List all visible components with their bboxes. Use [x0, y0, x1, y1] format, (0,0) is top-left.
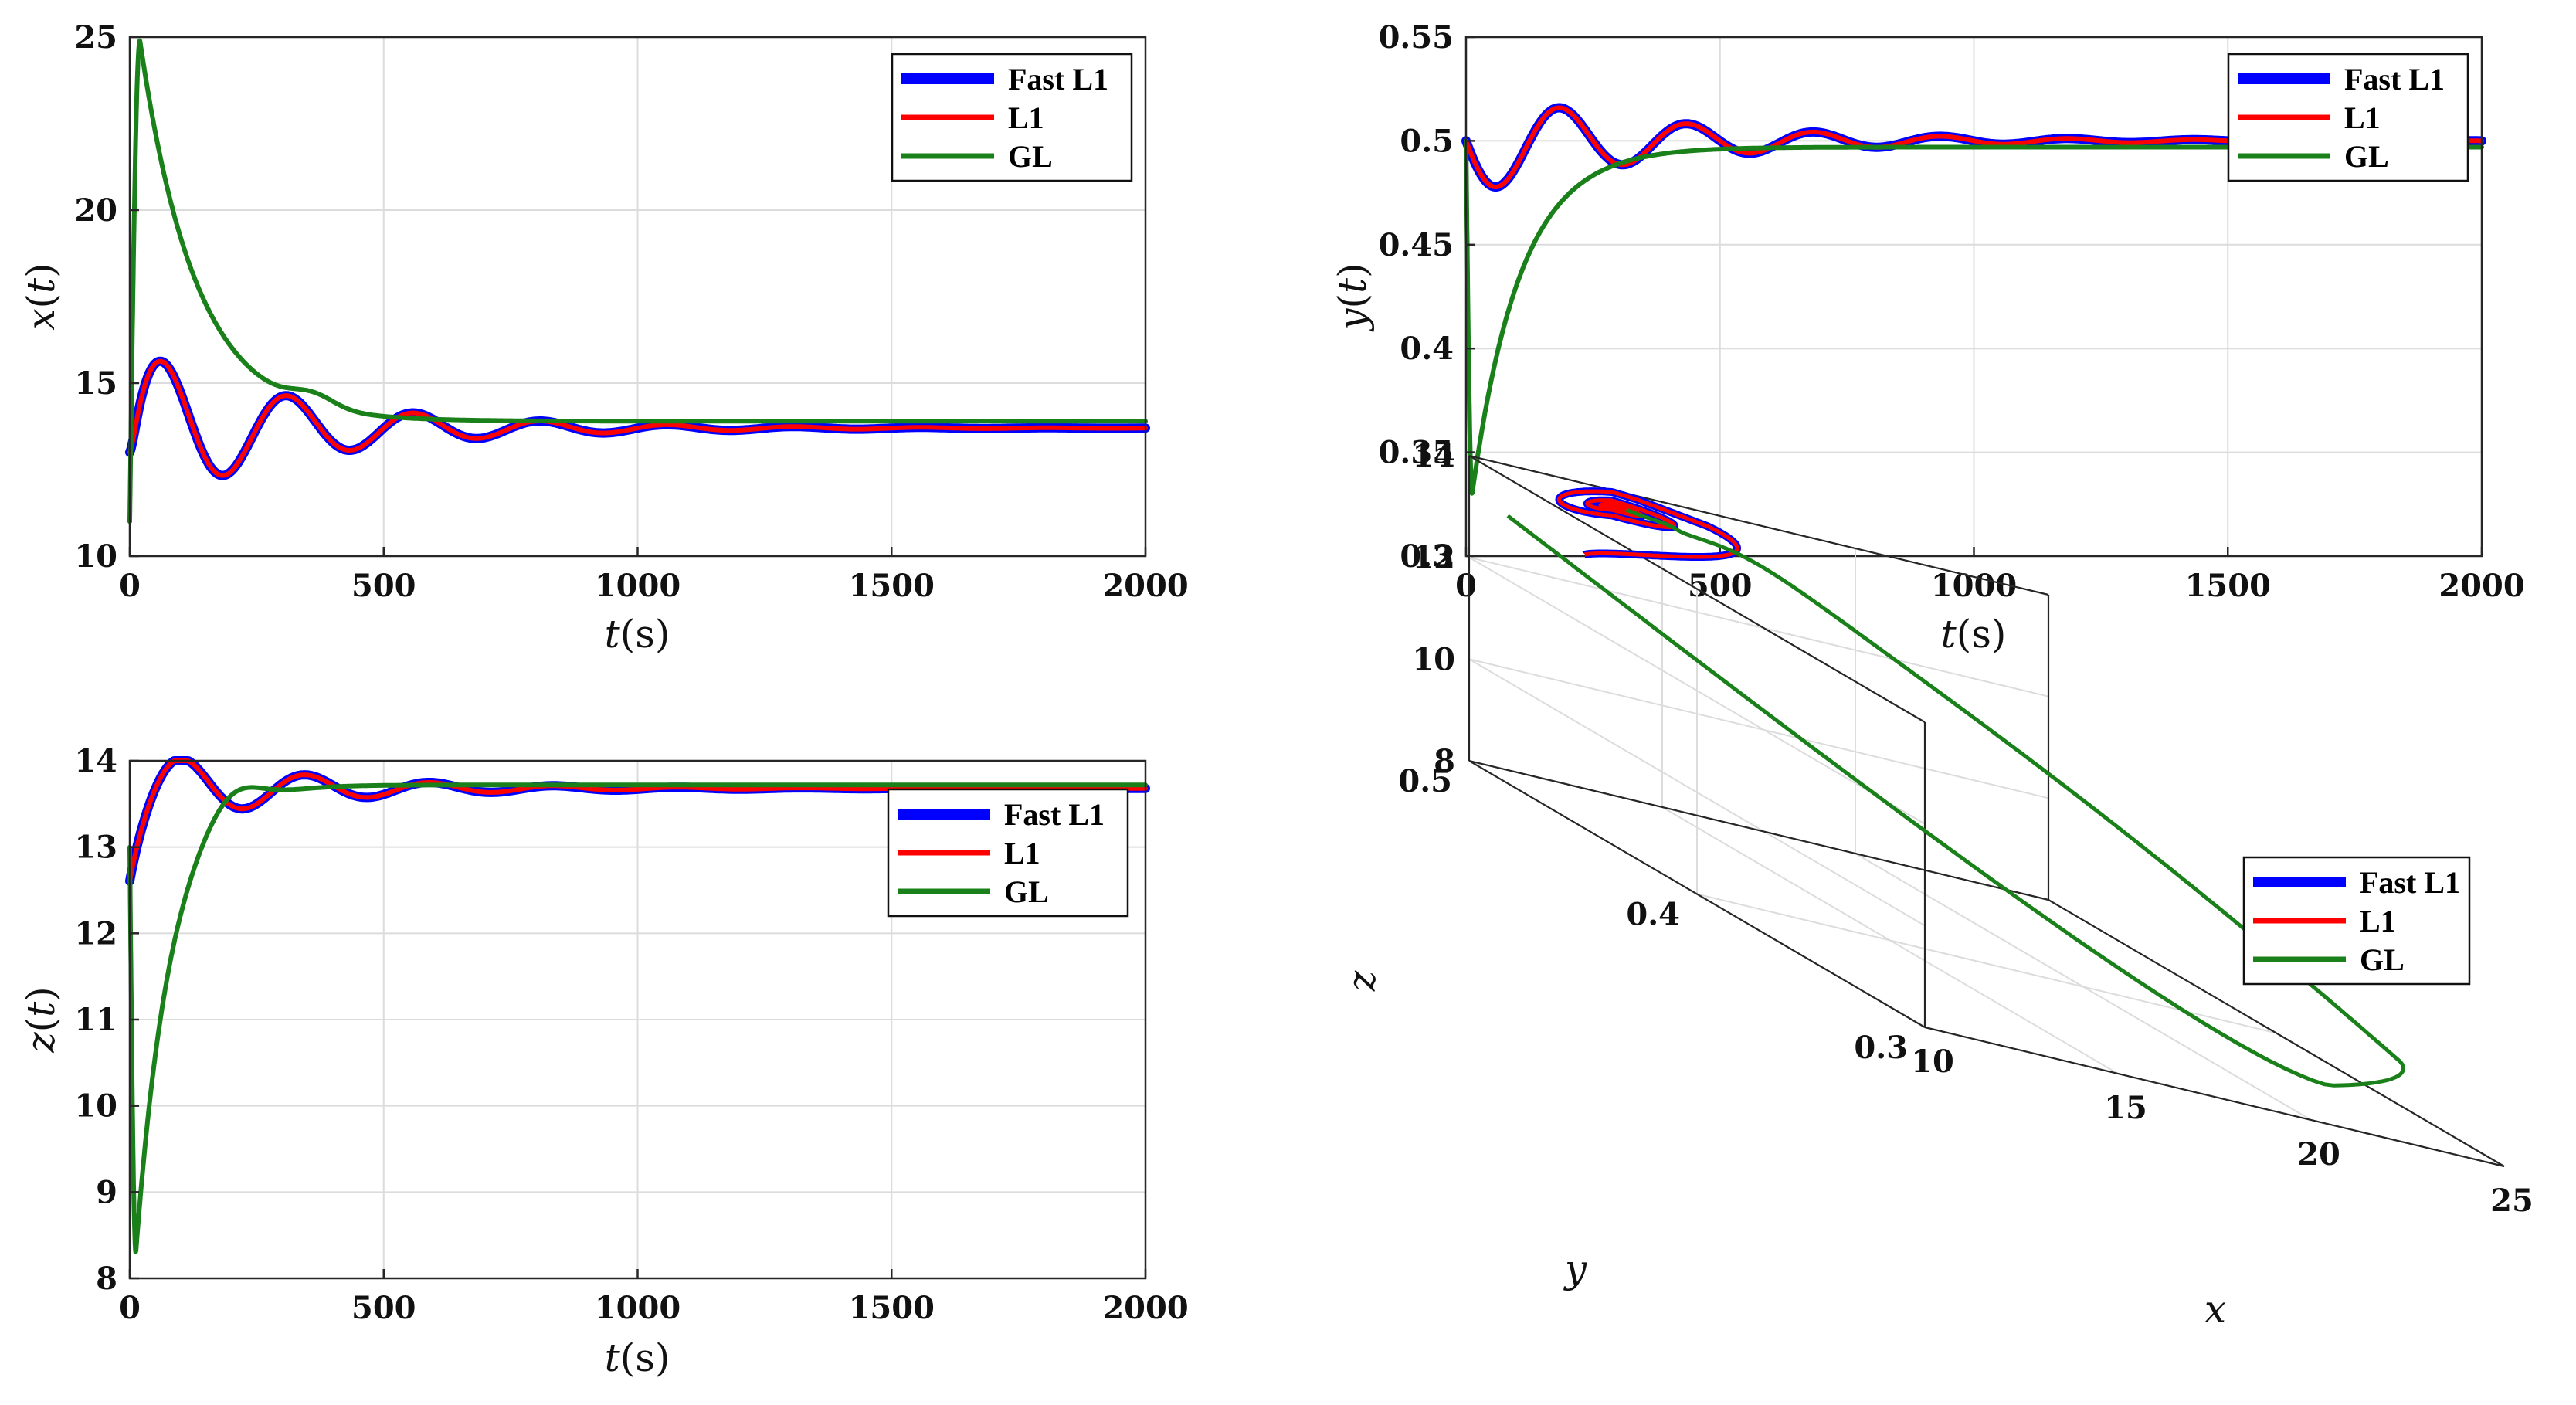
x-tick-label: 0 — [119, 568, 141, 604]
legend-label: GL — [1008, 139, 1053, 174]
xlabel-x: t(s) — [605, 612, 670, 657]
grid-line-3d — [1468, 658, 2049, 799]
series-3d-l1 — [1557, 489, 1739, 559]
y-tick-label: 0.5 — [1400, 123, 1454, 159]
y-tick-label: 8 — [96, 1261, 117, 1297]
y-tick-label: 25 — [74, 19, 117, 56]
x-tick-label: 500 — [1688, 568, 1753, 604]
x-tick-label: 0 — [1455, 568, 1477, 604]
series-3d — [1506, 487, 2405, 1088]
xlabel-z: t(s) — [605, 1335, 670, 1380]
axis-edge-3d — [2048, 899, 2505, 1167]
panel-y-plot: 0 500 1000 1500 2000 0.3 0.35 0.4 0.45 0.5 0.55 t(… — [1330, 19, 2525, 657]
y-tick-label: 9 — [96, 1174, 117, 1210]
y-tick-label-3d: 0.5 — [1398, 763, 1452, 799]
x-tick-label: 0 — [119, 1290, 141, 1326]
legend-label: GL — [2360, 942, 2405, 977]
x-tick-label: 2000 — [2439, 568, 2524, 604]
zlabel-3d: z — [1339, 970, 1384, 992]
y-tick-label: 10 — [74, 538, 117, 575]
legend-label: Fast L1 — [1008, 62, 1108, 97]
x-tick-label: 1000 — [595, 568, 680, 604]
y-tick-label: 10 — [74, 1088, 117, 1125]
series-line-l1 — [1464, 105, 2484, 189]
y-tick-label: 13 — [74, 830, 117, 866]
axis-edge-3d — [1468, 759, 2049, 901]
z-tick-label-3d: 14 — [1412, 438, 1455, 474]
legend-label: L1 — [1008, 100, 1044, 135]
legend-3d: Fast L1 L1 GL — [2242, 856, 2471, 986]
x-tick-label-3d: 15 — [2104, 1090, 2147, 1126]
x-tick-label: 1000 — [1931, 568, 2017, 604]
axis-edge-3d — [1468, 454, 2049, 596]
series-3d-gl — [1506, 507, 2405, 1088]
series-line-gl — [127, 782, 1148, 1254]
x-tick-label-3d: 25 — [2490, 1183, 2534, 1219]
series-line-gl — [1464, 138, 2484, 496]
legend-z: Fast L1 L1 GL — [887, 788, 1129, 918]
x-tick-label: 1000 — [595, 1290, 680, 1326]
series-y — [1461, 103, 2486, 496]
axis-edge-3d — [1924, 1026, 2505, 1168]
x-tick-label: 2000 — [1102, 1290, 1188, 1326]
panel-3d-plot: 10 15 20 25 0.3 0.4 0.58 10 12 14 x y z Fast L1 L1… — [1339, 438, 2534, 1332]
axis-edge-3d — [1468, 455, 1926, 723]
x-tick-label: 1500 — [849, 1290, 935, 1326]
ticks-x: 0 500 1000 1500 2000 10 15 20 25 — [74, 19, 1188, 604]
ticks-3d: 10 15 20 25 0.3 0.4 0.58 10 12 14 — [1398, 438, 2533, 1219]
x-tick-label-3d: 20 — [2297, 1136, 2340, 1173]
ylabel-y: y(t) — [1330, 263, 1375, 331]
ylabel-3d: y — [1563, 1247, 1587, 1291]
series-x — [125, 38, 1150, 524]
series-line-l1 — [127, 358, 1148, 478]
y-tick-label-3d: 0.4 — [1626, 897, 1680, 933]
legend-label: GL — [2344, 139, 2389, 174]
y-tick-label: 0.35 — [1379, 435, 1454, 471]
legend-label: L1 — [2360, 904, 2396, 938]
grid-line-3d — [1468, 556, 2049, 697]
x-tick-label: 2000 — [1102, 568, 1188, 604]
y-tick-label: 0.45 — [1379, 227, 1454, 263]
series-line-gl — [127, 38, 1148, 524]
panel-z-plot: 0 500 1000 1500 2000 8 9 10 11 12 13 14 t(s) z(t) F… — [19, 743, 1189, 1380]
y-tick-label-3d: 0.3 — [1854, 1030, 1908, 1066]
y-tick-label: 0.4 — [1400, 331, 1454, 367]
panel-x-plot: 0 500 1000 1500 2000 10 15 20 25 t(s) x(t) Fast … — [19, 19, 1189, 657]
xlabel-y: t(s) — [1941, 612, 2007, 657]
legend-label: Fast L1 — [1004, 797, 1105, 832]
x-tick-label-3d: 10 — [1911, 1044, 1954, 1080]
axis-edge-3d — [1468, 760, 1926, 1028]
y-tick-label: 11 — [74, 1002, 117, 1038]
z-tick-label-3d: 12 — [1412, 540, 1455, 576]
z-tick-label-3d: 8 — [1434, 743, 1455, 779]
legend-label: GL — [1004, 874, 1049, 909]
x-tick-label: 500 — [351, 568, 416, 604]
y-tick-label: 14 — [74, 743, 117, 779]
z-tick-label-3d: 10 — [1412, 641, 1455, 677]
x-tick-label: 1500 — [849, 568, 935, 604]
x-tick-label: 1500 — [2185, 568, 2271, 604]
y-tick-label: 0.3 — [1400, 538, 1454, 575]
ticks-y: 0 500 1000 1500 2000 0.3 0.35 0.4 0.45 0.5 0.55 — [1379, 19, 2525, 604]
legend-label: Fast L1 — [2344, 62, 2445, 97]
grid-line-3d — [1468, 658, 1926, 927]
xlabel-3d: x — [2204, 1287, 2226, 1332]
ylabel-x: x(t) — [19, 263, 63, 330]
frame-3d — [1468, 454, 2505, 1168]
ylabel-z: z(t) — [19, 986, 63, 1053]
y-tick-label: 15 — [74, 365, 117, 402]
grid-line-3d — [1468, 556, 1926, 825]
legend-label: L1 — [2344, 100, 2381, 135]
grid-x — [130, 37, 1145, 556]
y-tick-label: 20 — [74, 192, 117, 229]
legend-label: L1 — [1004, 836, 1040, 870]
legend-label: Fast L1 — [2360, 865, 2460, 900]
y-tick-label: 12 — [74, 915, 117, 952]
x-tick-label: 500 — [351, 1290, 416, 1326]
y-tick-label: 0.55 — [1379, 19, 1454, 56]
ticks-z: 0 500 1000 1500 2000 8 9 10 11 12 13 14 — [74, 743, 1188, 1326]
